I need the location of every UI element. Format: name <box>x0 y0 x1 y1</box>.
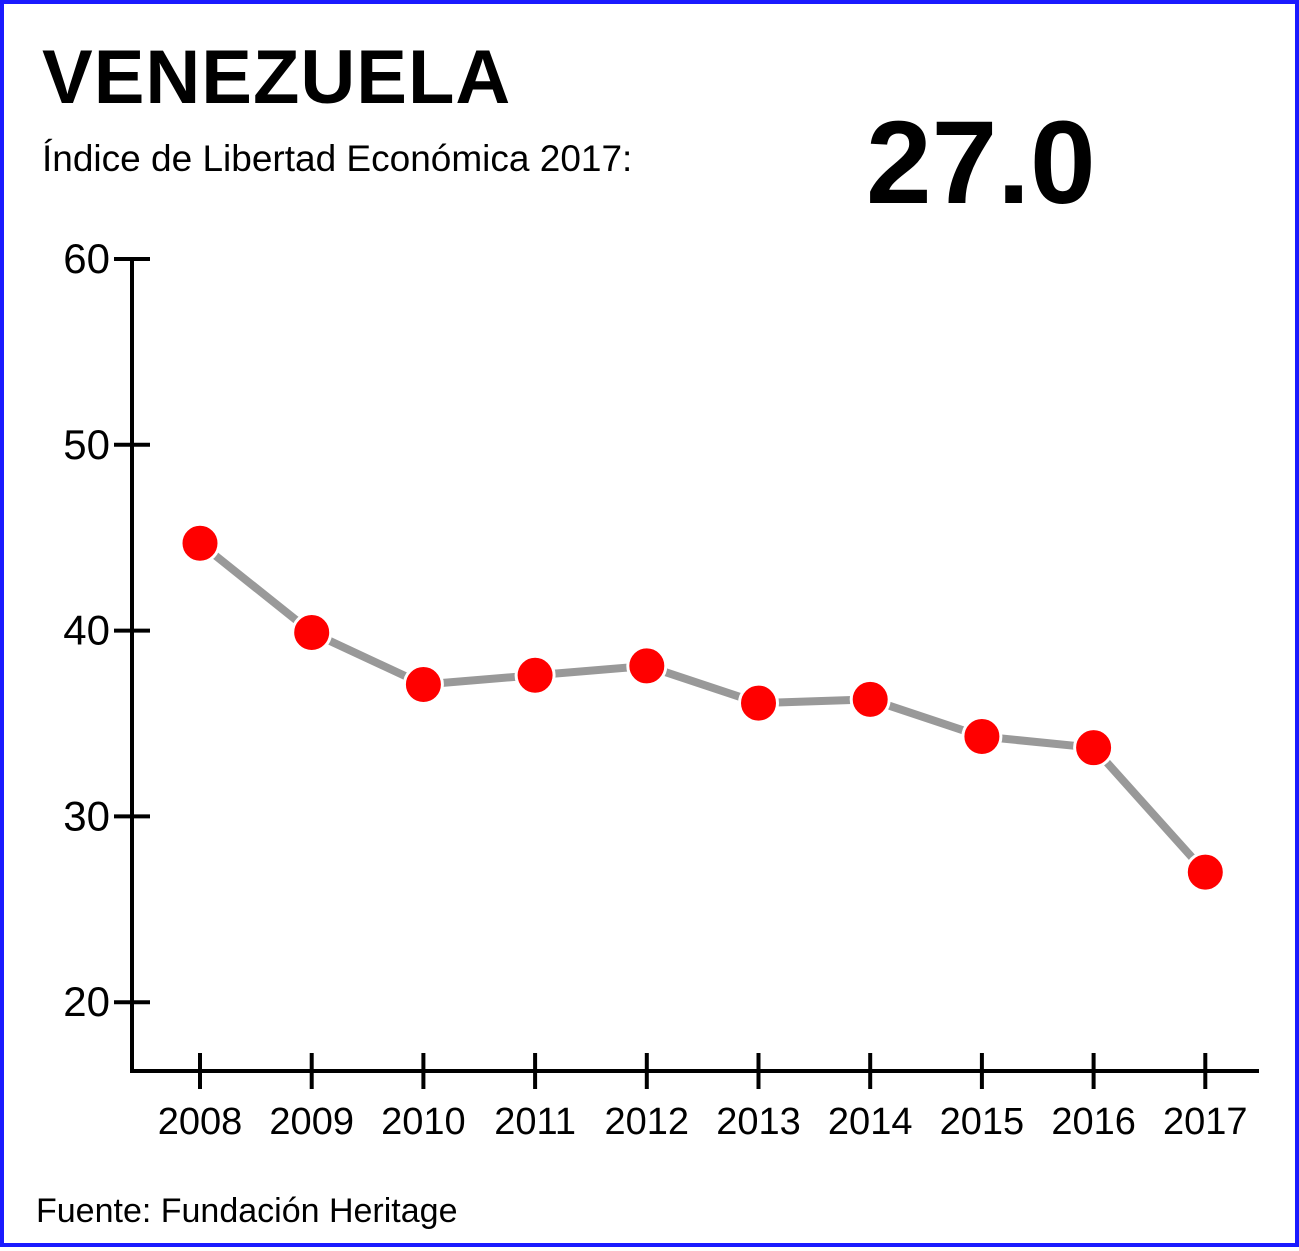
x-tick-label: 2008 <box>158 1101 243 1143</box>
data-point <box>291 611 333 653</box>
chart-title: VENEZUELA <box>42 35 512 120</box>
data-point <box>738 682 779 724</box>
x-tick-label: 2016 <box>1051 1101 1136 1143</box>
highlight-value: 27.0 <box>866 97 1096 229</box>
data-point <box>514 654 556 696</box>
x-tick-label: 2012 <box>605 1101 690 1143</box>
data-point <box>961 716 1003 758</box>
y-tick-label: 60 <box>63 235 110 282</box>
y-tick-label: 40 <box>63 607 110 654</box>
x-tick-label: 2010 <box>381 1101 466 1143</box>
x-tick-label: 2015 <box>940 1101 1025 1143</box>
y-tick-label: 50 <box>63 421 110 468</box>
series-line <box>196 539 1210 877</box>
data-point <box>179 522 221 564</box>
x-tick-label: 2013 <box>716 1101 801 1143</box>
data-point <box>849 678 891 720</box>
axes: 20 30 40 50 60 2008 2009 2010 2011 2012 2013 2014 20… <box>63 235 1259 1143</box>
data-point <box>402 664 444 706</box>
y-tick-label: 30 <box>63 792 110 839</box>
data-point <box>1073 727 1115 769</box>
series-layer <box>179 522 1226 893</box>
x-tick-label: 2014 <box>828 1101 913 1143</box>
y-tick-label: 20 <box>63 978 110 1025</box>
x-tick-label: 2017 <box>1163 1101 1248 1143</box>
x-tick-label: 2009 <box>269 1101 354 1143</box>
source-note: Fuente: Fundación Heritage <box>36 1192 458 1230</box>
chart-subtitle: Índice de Libertad Económica 2017: <box>42 138 633 179</box>
line-chart: 20 30 40 50 60 2008 2009 2010 2011 2012 2013 2014 20… <box>63 235 1259 1143</box>
data-point <box>626 645 668 687</box>
x-tick-label: 2011 <box>494 1101 576 1143</box>
data-point <box>1184 851 1226 893</box>
